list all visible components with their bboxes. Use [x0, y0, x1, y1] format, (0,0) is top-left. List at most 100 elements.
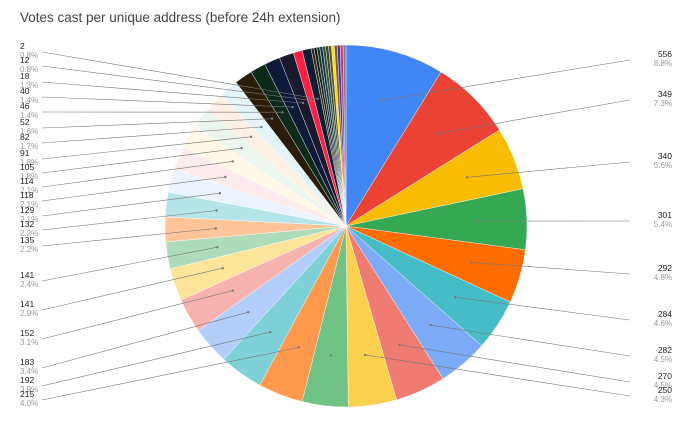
- slice-pct-label-12: 3.9%: [20, 385, 38, 394]
- leader-dot-30: [316, 97, 319, 101]
- slice-value-label-17: 135: [20, 235, 34, 245]
- leader-dot-15: [221, 267, 224, 270]
- slice-pct-label-21: 2.1%: [20, 186, 38, 195]
- leader-dot-23: [249, 135, 253, 138]
- leader-dot-26: [281, 111, 284, 114]
- leader-line-6: [455, 296, 631, 321]
- slice-value-label-15: 141: [20, 299, 34, 309]
- slice-pct-label-16: 2.4%: [20, 280, 38, 289]
- slice-value-label-9: 250: [658, 385, 672, 395]
- slice-pct-label-6: 4.6%: [654, 319, 672, 328]
- leader-line-17: [41, 228, 216, 247]
- leader-line-9: [365, 354, 631, 397]
- slice-value-label-2: 349: [658, 89, 672, 99]
- slice-value-label-22: 105: [20, 162, 34, 172]
- leader-line-15: [41, 267, 223, 311]
- slice-pct-label-5: 4.8%: [654, 273, 672, 282]
- slice-pct-label-14: 3.1%: [20, 338, 38, 347]
- slice-pct-label-8: 4.5%: [654, 381, 672, 390]
- slice-pct-label-30: 0.8%: [20, 51, 38, 60]
- leader-line-24: [41, 126, 262, 144]
- slice-value-label-6: 284: [658, 309, 672, 319]
- slice-value-label-24: 82: [20, 132, 30, 142]
- leader-dot-3: [465, 176, 469, 179]
- leader-line-16: [41, 246, 218, 282]
- slice-value-label-27: 40: [20, 86, 30, 96]
- leader-line-12: [41, 331, 271, 387]
- slice-pct-label-29: 0.8%: [20, 65, 38, 74]
- slice-pct-label-15: 2.9%: [20, 309, 38, 318]
- slice-pct-label-24: 1.7%: [20, 142, 38, 151]
- slice-value-label-26: 46: [20, 101, 30, 111]
- leader-line-20: [41, 176, 226, 202]
- slice-value-label-29: 12: [20, 55, 30, 65]
- leader-dot-12: [269, 330, 272, 334]
- slice-pct-label-23: 1.8%: [20, 158, 38, 167]
- pie-slice-1: [345, 44, 442, 227]
- slice-pct-label-13: 3.4%: [20, 367, 38, 376]
- slice-pct-label-17: 2.2%: [20, 245, 38, 254]
- slice-pct-label-27: 1.4%: [20, 96, 38, 105]
- slice-value-label-14: 152: [20, 328, 34, 338]
- leader-line-21: [41, 161, 233, 188]
- leader-line-19: [41, 192, 220, 217]
- leader-line-25: [41, 118, 273, 129]
- leader-line-28: [41, 81, 304, 104]
- slice-pct-label-26: 1.4%: [20, 111, 38, 120]
- leader-dot-22: [240, 146, 243, 150]
- slice-value-label-20: 118: [20, 190, 34, 200]
- slice-value-label-4: 301: [658, 210, 672, 220]
- slice-pct-label-18: 2.2%: [20, 229, 38, 238]
- leader-line-11: [41, 347, 299, 401]
- slice-value-label-21: 114: [20, 176, 34, 186]
- slice-value-label-23: 91: [20, 148, 30, 158]
- slice-value-label-11: 215: [20, 389, 34, 399]
- leader-dot-13: [247, 311, 250, 314]
- leader-dot-7: [429, 323, 432, 327]
- leader-dot-27: [291, 105, 294, 109]
- leader-line-8: [399, 344, 631, 383]
- leader-dot-9: [364, 353, 367, 357]
- leader-dot-6: [453, 296, 457, 299]
- slice-pct-label-4: 5.4%: [654, 220, 672, 229]
- slice-pct-label-3: 5.6%: [654, 161, 672, 170]
- leader-line-29: [41, 65, 312, 101]
- leader-dot-18: [215, 209, 218, 212]
- leader-dot-20: [224, 175, 227, 179]
- slice-value-label-3: 340: [658, 151, 672, 161]
- slice-value-label-7: 282: [658, 345, 672, 355]
- slice-labels: 5568.8%3497.3%3405.6%3015.4%2924.8%2844.…: [20, 0, 672, 408]
- slice-value-label-18: 132: [20, 219, 34, 229]
- leader-line-7: [430, 324, 631, 357]
- leader-dot-14: [231, 289, 234, 292]
- slice-value-label-10: 244: [20, 0, 34, 2]
- slice-value-label-16: 141: [20, 270, 34, 280]
- slice-pct-label-2: 7.3%: [654, 99, 672, 108]
- slice-pct-label-1: 8.8%: [654, 59, 672, 68]
- leader-lines: [41, 51, 631, 401]
- leader-dot-10: [329, 354, 333, 357]
- leader-dot-5: [469, 261, 473, 264]
- leader-line-2: [437, 99, 631, 134]
- slice-pct-label-20: 2.1%: [20, 200, 38, 209]
- leader-dot-11: [297, 346, 300, 349]
- leader-line-22: [41, 147, 242, 174]
- leader-line-18: [41, 210, 217, 231]
- slice-pct-label-10: 4.1%: [20, 0, 38, 2]
- leader-dot-24: [260, 125, 263, 129]
- slice-pct-label-28: 1.3%: [20, 81, 38, 90]
- slice-pct-label-11: 4.0%: [20, 399, 38, 408]
- pie-slices: [164, 44, 528, 408]
- slice-pct-label-22: 1.8%: [20, 172, 38, 181]
- slice-value-label-5: 292: [658, 263, 672, 273]
- slice-pct-label-19: 2.1%: [20, 215, 38, 224]
- leader-line-27: [41, 96, 293, 108]
- leader-dot-2: [436, 132, 440, 135]
- slice-value-label-13: 183: [20, 357, 34, 367]
- leader-dot-29: [310, 99, 313, 102]
- leader-dot-17: [214, 227, 217, 230]
- leader-dot-16: [216, 246, 219, 249]
- slice-value-label-25: 52: [20, 117, 30, 127]
